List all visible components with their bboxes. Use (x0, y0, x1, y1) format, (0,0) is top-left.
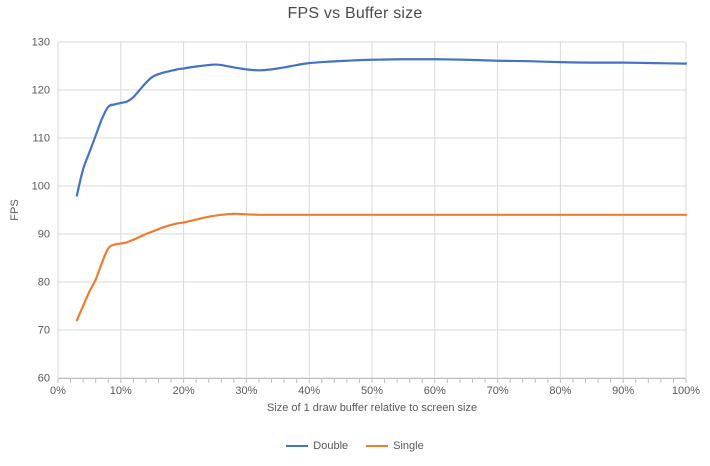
legend: Double Single (0, 440, 710, 452)
x-tick-label: 0% (50, 385, 66, 397)
y-tick-label: 80 (38, 277, 50, 289)
y-tick-label: 100 (32, 181, 50, 193)
x-tick-label: 100% (672, 385, 700, 397)
x-tick-label: 70% (487, 385, 509, 397)
legend-line-swatch-single (366, 445, 389, 447)
y-tick-label: 120 (32, 85, 50, 97)
legend-label-double: Double (313, 440, 349, 452)
x-tick-label: 20% (173, 385, 195, 397)
series-line-single (75, 212, 688, 322)
x-tick-label: 50% (361, 385, 383, 397)
chart-title: FPS vs Buffer size (287, 5, 423, 22)
legend-item-single: Single (366, 440, 424, 452)
x-tick-label: 60% (424, 385, 446, 397)
x-tick-label: 10% (110, 385, 132, 397)
legend-label-single: Single (393, 440, 424, 452)
x-tick-label: 40% (298, 385, 320, 397)
x-tick-label: 80% (549, 385, 571, 397)
x-tick-label: 30% (235, 385, 257, 397)
y-tick-label: 90 (38, 229, 50, 241)
series-line-double (75, 58, 688, 197)
y-tick-label: 60 (38, 373, 50, 385)
x-axis-title: Size of 1 draw buffer relative to screen… (266, 402, 478, 414)
legend-item-double: Double (286, 440, 348, 452)
y-tick-label: 110 (32, 133, 50, 145)
y-axis-title: FPS (9, 199, 21, 221)
y-tick-label: 130 (32, 37, 50, 49)
x-tick-label: 90% (612, 385, 634, 397)
legend-line-swatch-double (286, 445, 309, 447)
y-tick-label: 70 (38, 325, 50, 337)
